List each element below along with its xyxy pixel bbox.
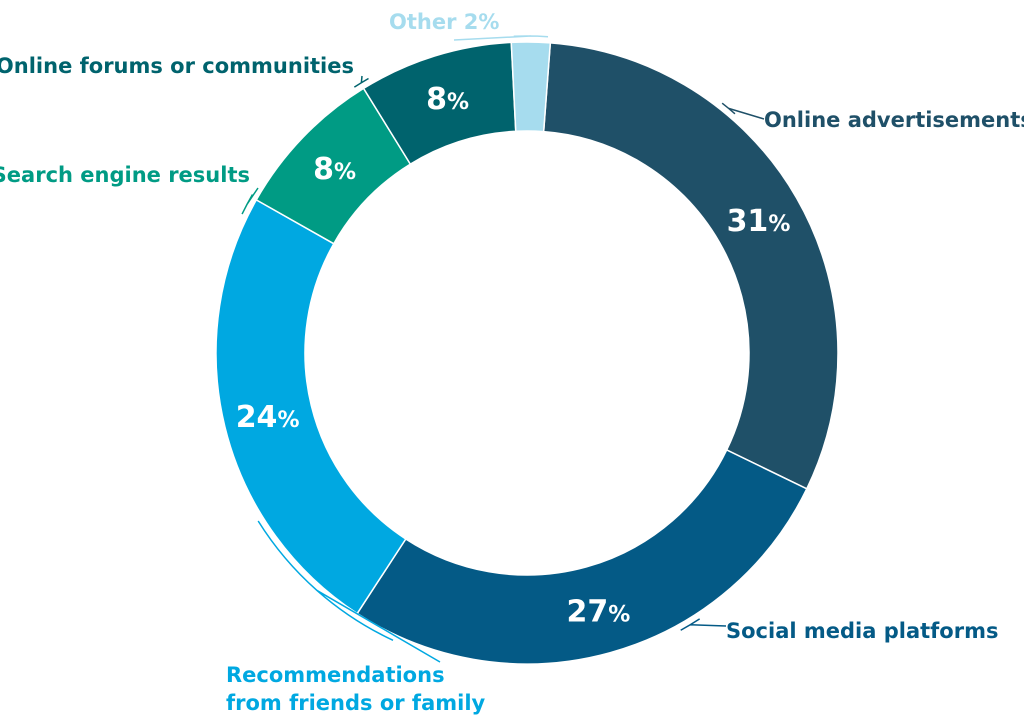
label-connectors [241, 35, 765, 663]
connector-online-advertisements [721, 102, 765, 120]
category-label-online-advertisements: Online advertisements [764, 108, 1024, 132]
donut-slices [215, 41, 839, 665]
connector-social-media-platforms [680, 618, 727, 631]
value-label-social-media-platforms: 27% [566, 594, 630, 629]
category-label-other: Other 2% [389, 10, 499, 34]
category-label-recommendations-from-friends-or-family: Recommendations from friends or family [226, 663, 486, 715]
slice-recommendations-from-friends-or-family [215, 198, 407, 615]
connector-recommendations-from-friends-or-family [257, 520, 441, 663]
value-label-online-forums-or-communities: 8% [426, 82, 469, 117]
category-label-search-engine-results: Search engine results [0, 163, 250, 187]
category-label-online-forums-or-communities: Online forums or communities [0, 54, 354, 78]
connector-other [453, 35, 549, 41]
value-label-online-advertisements: 31% [727, 204, 791, 239]
slice-online-advertisements [542, 42, 839, 490]
category-label-social-media-platforms: Social media platforms [726, 619, 998, 643]
connector-online-forums-or-communities [353, 75, 369, 88]
slice-other [510, 41, 552, 133]
value-label-recommendations-from-friends-or-family: 24% [236, 400, 300, 435]
donut-category-labels: Online advertisements Social media platfo… [0, 10, 1024, 715]
connector-search-engine-results [241, 187, 259, 215]
donut-value-labels: 31% 27% 24% 8% 8% [236, 82, 791, 629]
value-label-search-engine-results: 8% [313, 152, 356, 187]
